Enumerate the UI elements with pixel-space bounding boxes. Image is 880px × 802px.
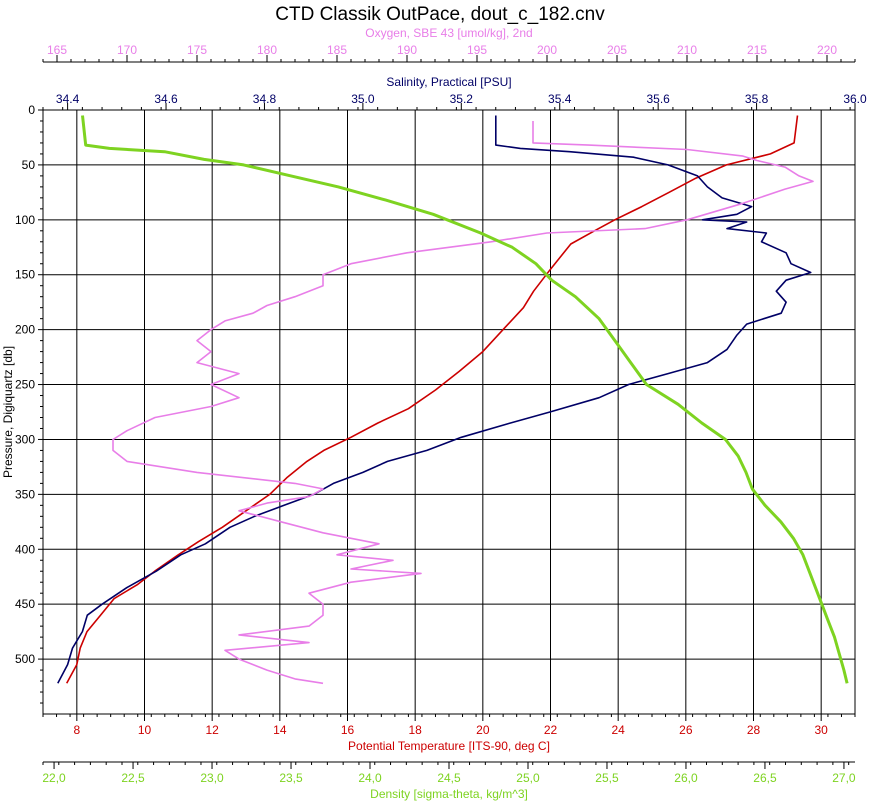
oxygen-tick-label: 215 [747,43,767,57]
salinity-tick-label: 35.6 [646,92,670,106]
density-tick-label: 22,0 [42,771,66,785]
axes-layer: 0 50 100 150 200 250 300 350 400 450 500 165 170 175 1… [15,26,867,801]
density-tick-label: 22,5 [121,771,145,785]
series-layer [57,115,849,685]
grid [43,109,855,714]
oxygen-profile-line [112,121,814,685]
temperature-tick-label: 22 [544,723,558,737]
y-tick-label: 250 [15,378,35,392]
y-tick-label: 150 [15,268,35,282]
oxygen-tick-label: 165 [47,43,67,57]
temperature-tick-label: 18 [408,723,422,737]
density-profile-line [81,115,849,684]
y-tick-label: 450 [15,597,35,611]
temperature-tick-label: 10 [138,723,152,737]
density-tick-label: 23,0 [200,771,224,785]
density-tick-label: 23,5 [279,771,303,785]
temperature-tick-label: 16 [341,723,355,737]
density-axis-label: Density [sigma-theta, kg/m^3] [370,787,528,801]
salinity-tick-label: 35.2 [450,92,474,106]
salinity-axis-label: Salinity, Practical [PSU] [386,75,511,89]
density-tick-label: 25,5 [595,771,619,785]
oxygen-tick-label: 180 [257,43,277,57]
y-tick-label: 300 [15,432,35,446]
oxygen-tick-label: 210 [677,43,697,57]
oxygen-tick-label: 190 [397,43,417,57]
temperature-tick-label: 12 [205,723,219,737]
salinity-tick-label: 34.4 [56,92,80,106]
density-tick-label: 26,0 [674,771,698,785]
density-tick-label: 24,5 [437,771,461,785]
temperature-tick-label: 28 [747,723,761,737]
density-tick-label: 27,0 [832,771,856,785]
oxygen-tick-label: 170 [117,43,137,57]
y-tick-label: 0 [28,103,35,117]
y-tick-label: 200 [15,323,35,337]
oxygen-axis-label: Oxygen, SBE 43 [umol/kg], 2nd [365,26,532,40]
temperature-tick-label: 8 [73,723,80,737]
density-tick-label: 24,0 [358,771,382,785]
oxygen-tick-label: 220 [817,43,837,57]
temperature-tick-label: 26 [679,723,693,737]
oxygen-tick-label: 175 [187,43,207,57]
temperature-axis-label: Potential Temperature [ITS-90, deg C] [348,739,550,753]
temperature-tick-label: 24 [611,723,625,737]
salinity-tick-label: 35.0 [351,92,375,106]
oxygen-tick-label: 185 [327,43,347,57]
salinity-tick-label: 34.6 [154,92,178,106]
density-tick-label: 25,0 [516,771,540,785]
y-axis-label: Pressure, Digiquartz [db] [1,346,15,478]
salinity-tick-label: 35.4 [548,92,572,106]
density-tick-label: 26,5 [753,771,777,785]
salinity-tick-label: 35.8 [745,92,769,106]
temperature-profile-line [65,115,799,684]
salinity-profile-line [57,115,812,684]
y-tick-label: 500 [15,652,35,666]
oxygen-tick-label: 205 [607,43,627,57]
oxygen-tick-label: 200 [537,43,557,57]
oxygen-tick-label: 195 [467,43,487,57]
temperature-tick-label: 30 [814,723,828,737]
temperature-tick-label: 14 [273,723,287,737]
y-tick-label: 350 [15,487,35,501]
salinity-tick-label: 34.8 [253,92,277,106]
salinity-tick-label: 36.0 [843,92,867,106]
temperature-tick-label: 20 [476,723,490,737]
chart-title: CTD Classik OutPace, dout_c_182.cnv [275,4,605,25]
y-tick-label: 100 [15,213,35,227]
y-tick-label: 400 [15,542,35,556]
y-tick-label: 50 [22,158,36,172]
